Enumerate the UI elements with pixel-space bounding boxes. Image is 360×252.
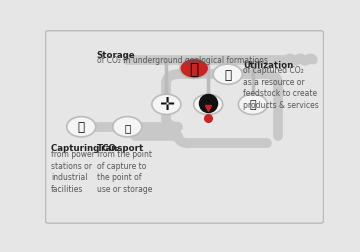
Text: Utilization: Utilization <box>243 60 293 69</box>
Circle shape <box>67 117 96 137</box>
Text: 🏭: 🏭 <box>78 121 85 134</box>
FancyBboxPatch shape <box>46 32 323 223</box>
Text: ⛽: ⛽ <box>249 100 256 110</box>
Text: 🏠: 🏠 <box>224 68 231 81</box>
Text: Storage: Storage <box>96 51 135 59</box>
Text: Transport: Transport <box>96 144 144 153</box>
Circle shape <box>194 95 223 115</box>
Text: 🚢: 🚢 <box>124 122 130 132</box>
Text: from power
stations or
industrial
facilities: from power stations or industrial facili… <box>51 150 95 193</box>
Circle shape <box>238 95 267 115</box>
Text: ✛: ✛ <box>159 96 174 114</box>
Circle shape <box>180 59 209 79</box>
Circle shape <box>113 117 142 137</box>
Text: 🌍: 🌍 <box>190 61 199 77</box>
Text: from the point
of capture to
the point of
use or storage: from the point of capture to the point o… <box>96 150 152 193</box>
Circle shape <box>213 65 242 85</box>
Text: Capturing CO₂: Capturing CO₂ <box>51 144 120 153</box>
Circle shape <box>152 95 181 115</box>
Text: of captured CO₂
as a resource or
feedstock to create
products & services: of captured CO₂ as a resource or feedsto… <box>243 66 319 109</box>
Text: of CO₂ in underground geological formations: of CO₂ in underground geological formati… <box>96 56 267 65</box>
